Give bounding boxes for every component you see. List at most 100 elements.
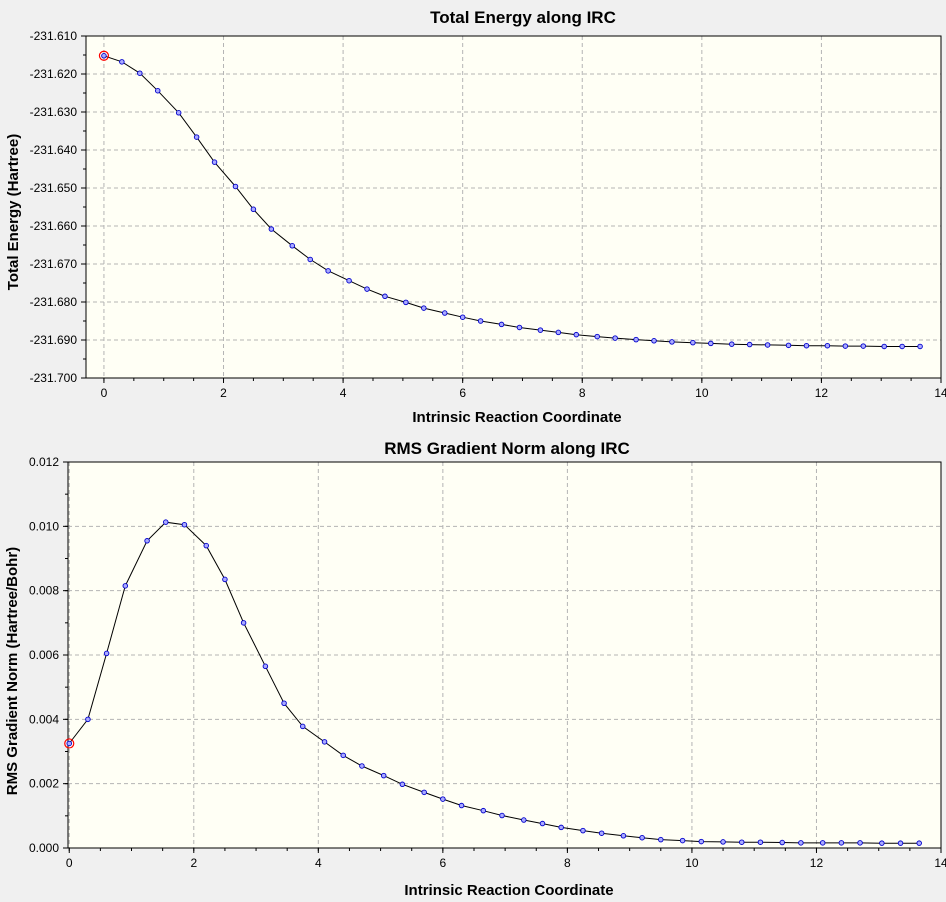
data-point[interactable] — [307, 256, 313, 263]
data-point[interactable] — [598, 830, 605, 836]
data-point[interactable] — [757, 839, 764, 845]
data-point[interactable] — [232, 183, 239, 190]
data-point[interactable] — [193, 134, 200, 140]
data-point[interactable] — [203, 542, 209, 549]
data-point[interactable] — [897, 840, 904, 846]
data-point[interactable] — [440, 796, 446, 802]
data-point[interactable] — [916, 840, 922, 846]
data-point[interactable] — [382, 293, 388, 300]
data-point[interactable] — [144, 538, 150, 544]
data-point[interactable] — [321, 739, 328, 745]
data-point[interactable] — [250, 206, 257, 213]
data-point[interactable] — [746, 341, 753, 348]
axes — [63, 461, 942, 853]
data-point[interactable] — [480, 807, 487, 814]
data-point[interactable] — [633, 336, 639, 343]
chart-title: RMS Gradient Norm along IRC — [384, 439, 630, 458]
y-tick-label: -231.690 — [30, 333, 78, 347]
total-energy-chart: 0 2 4 6 8 10 12 14 -231.610-231.620-231.630-231… — [5, 8, 946, 426]
data-point[interactable] — [881, 343, 887, 350]
data-point[interactable] — [380, 772, 387, 779]
data-point[interactable] — [181, 521, 188, 528]
data-point[interactable] — [899, 343, 905, 350]
data-point[interactable] — [240, 620, 247, 626]
data-point[interactable] — [669, 339, 675, 345]
data-point[interactable] — [819, 840, 826, 846]
data-point[interactable] — [399, 781, 406, 788]
data-point[interactable] — [651, 338, 657, 344]
data-point[interactable] — [359, 763, 365, 769]
data-point[interactable] — [403, 299, 409, 306]
data-point[interactable] — [163, 519, 169, 525]
data-point[interactable] — [917, 343, 923, 350]
series-line — [68, 521, 920, 844]
data-point[interactable] — [860, 343, 867, 349]
data-point[interactable] — [119, 59, 125, 65]
data-point[interactable] — [340, 752, 346, 759]
data-point[interactable] — [101, 53, 107, 59]
data-point[interactable] — [346, 277, 352, 284]
data-point[interactable] — [779, 839, 785, 846]
data-point[interactable] — [459, 314, 466, 320]
data-point[interactable] — [785, 342, 792, 349]
data-point[interactable] — [620, 833, 627, 839]
data-point[interactable] — [441, 310, 448, 316]
highlight-marker[interactable] — [64, 738, 75, 749]
data-point[interactable] — [325, 268, 331, 274]
data-point[interactable] — [708, 340, 714, 347]
data-point[interactable] — [262, 663, 269, 670]
data-point[interactable] — [211, 159, 218, 165]
x-tick-label: 0 — [66, 856, 73, 870]
data-point[interactable] — [154, 87, 161, 94]
data-point[interactable] — [690, 339, 696, 346]
x-tick-label: 14 — [934, 386, 946, 400]
data-point[interactable] — [879, 840, 885, 846]
x-tick-label: 0 — [101, 386, 108, 400]
data-point[interactable] — [498, 321, 505, 328]
data-point[interactable] — [558, 824, 564, 831]
data-point[interactable] — [658, 836, 664, 843]
data-point[interactable] — [364, 286, 370, 292]
data-point[interactable] — [720, 839, 726, 845]
data-point[interactable] — [555, 329, 562, 336]
data-point[interactable] — [824, 342, 831, 349]
data-point[interactable] — [537, 327, 544, 333]
data-point[interactable] — [803, 342, 810, 349]
data-point[interactable] — [764, 342, 771, 348]
data-point[interactable] — [499, 812, 505, 819]
data-point[interactable] — [477, 318, 484, 324]
data-point[interactable] — [594, 333, 600, 340]
data-point[interactable] — [698, 838, 705, 845]
data-points — [98, 50, 923, 350]
data-point[interactable] — [175, 110, 182, 116]
data-point[interactable] — [639, 834, 645, 841]
data-point[interactable] — [573, 331, 580, 338]
data-point[interactable] — [300, 723, 306, 730]
data-point[interactable] — [728, 341, 735, 347]
data-point[interactable] — [66, 740, 72, 747]
highlight-marker[interactable] — [98, 50, 110, 61]
data-point[interactable] — [103, 650, 110, 657]
data-point[interactable] — [679, 837, 686, 844]
data-point[interactable] — [421, 305, 427, 311]
data-point[interactable] — [516, 324, 523, 331]
data-point[interactable] — [281, 700, 287, 707]
data-point[interactable] — [521, 817, 527, 823]
data-point[interactable] — [268, 226, 275, 232]
data-point[interactable] — [738, 839, 745, 845]
data-point[interactable] — [798, 840, 804, 846]
data-point[interactable] — [137, 70, 143, 76]
data-point[interactable] — [458, 802, 465, 809]
data-point[interactable] — [122, 583, 129, 589]
data-point[interactable] — [838, 840, 845, 846]
data-point[interactable] — [539, 820, 546, 827]
data-point[interactable] — [421, 789, 427, 796]
data-point[interactable] — [289, 243, 296, 249]
x-tick-label: 6 — [459, 386, 466, 400]
data-point[interactable] — [612, 335, 618, 341]
data-point[interactable] — [842, 343, 849, 349]
data-point[interactable] — [222, 576, 228, 583]
data-point[interactable] — [580, 827, 586, 834]
data-point[interactable] — [857, 840, 863, 846]
data-point[interactable] — [85, 716, 91, 723]
